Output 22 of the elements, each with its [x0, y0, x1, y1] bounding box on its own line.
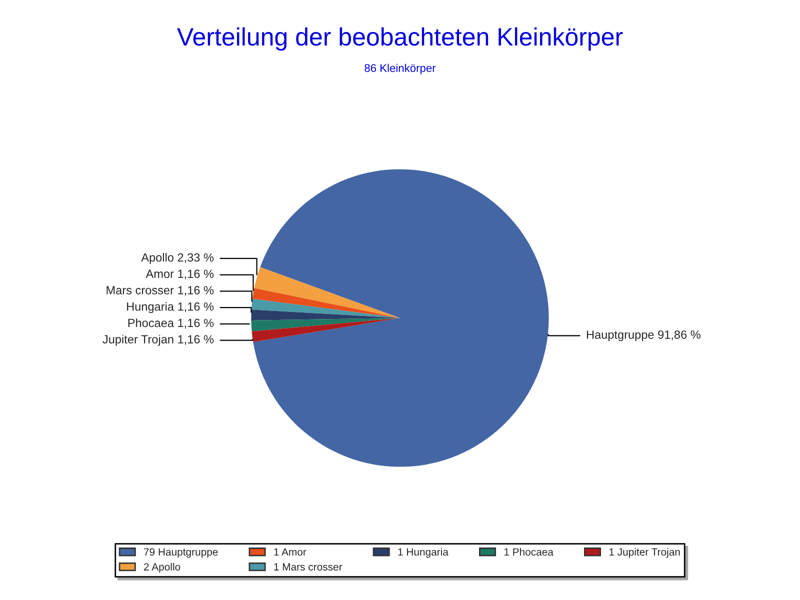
legend-label: 1 Phocaea	[504, 548, 554, 556]
data-label: Hauptgruppe 91,86 %	[586, 330, 700, 342]
chart-subtitle: 86 Kleinkörper	[364, 64, 436, 74]
data-label: Mars crosser 1,16 %	[106, 286, 214, 296]
data-label: Phocaea 1,16 %	[128, 318, 214, 329]
pie-slice	[252, 288, 400, 318]
legend-label: 2 Apollo	[144, 562, 180, 573]
legend-label: 1 Mars crosser	[274, 563, 342, 571]
pie-slice	[251, 318, 400, 332]
legend-label: 1 Jupiter Trojan	[609, 548, 680, 558]
data-label: Hungaria 1,16 %	[127, 302, 214, 314]
data-label: Apollo 2,33 %	[141, 252, 214, 264]
data-label: Jupiter Trojan 1,16 %	[102, 334, 214, 346]
legend-label: 1 Hungaria	[398, 548, 448, 558]
chart-title: Verteilung der beobachteten Kleinkörper	[177, 27, 623, 51]
legend-label: 79 Hauptgruppe	[144, 548, 218, 558]
data-label: Amor 1,16 %	[146, 270, 214, 280]
pie-slice	[254, 267, 400, 318]
pie-slice	[252, 318, 400, 342]
legend-label: 1 Amor	[274, 548, 306, 556]
pie-slice	[251, 298, 400, 318]
pie-slice	[253, 169, 549, 467]
